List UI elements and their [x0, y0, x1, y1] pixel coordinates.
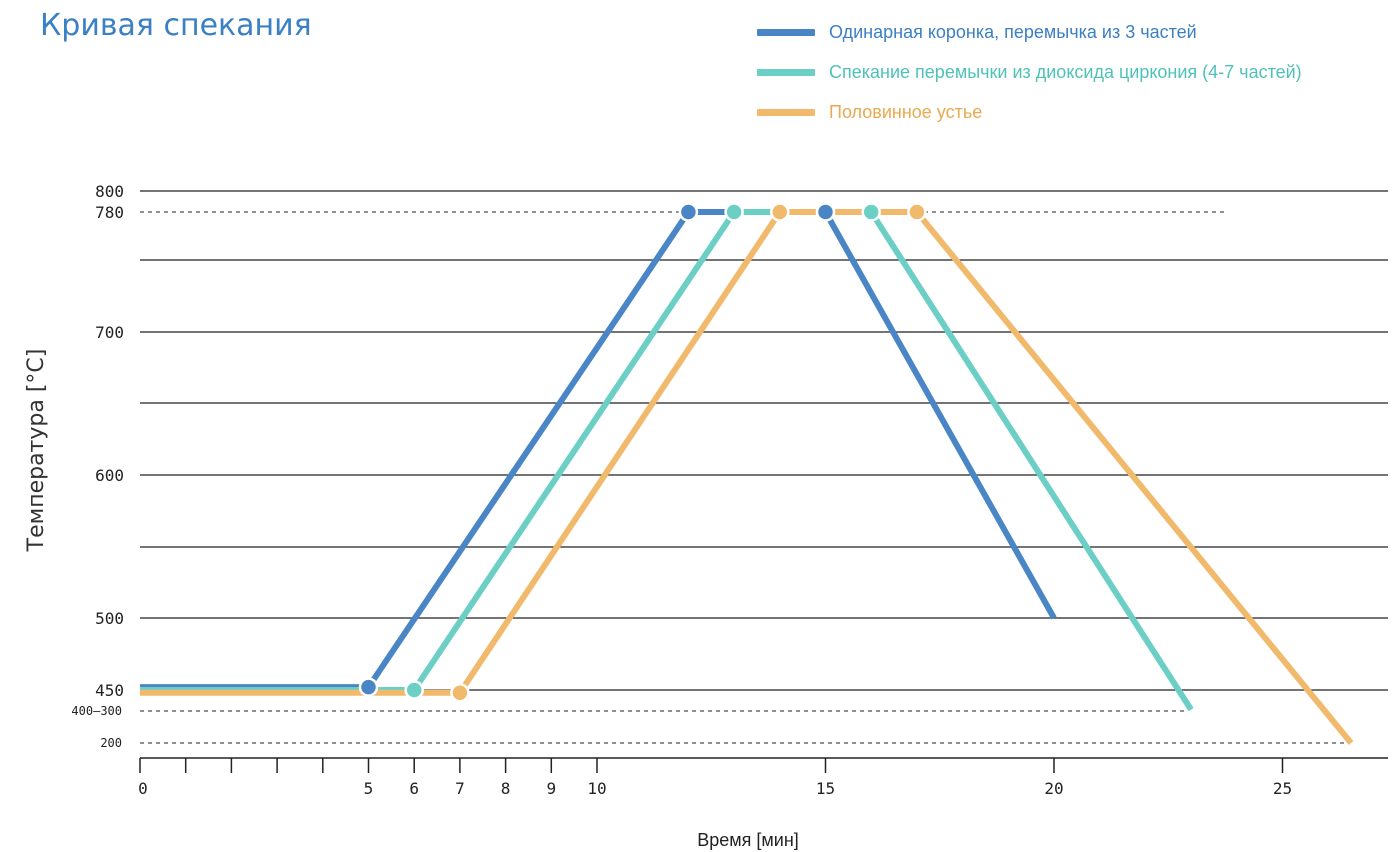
x-axis-label: Время [мин]	[697, 830, 799, 850]
series-1-marker-2	[678, 202, 699, 222]
y-tick-label-5: 600	[95, 466, 124, 485]
series-3-marker-2	[770, 202, 790, 222]
x-tick-label-10: 10	[587, 779, 606, 798]
legend-label-series-3: Половинное устье	[829, 101, 983, 122]
series-2-marker-1	[404, 680, 424, 700]
chart-series	[140, 209, 1354, 745]
legend-item-series-2: Спекание перемычки из диоксида циркония …	[757, 52, 1302, 92]
legend-item-series-3: Половинное устье	[757, 92, 1302, 132]
chart-grid	[140, 190, 1388, 744]
series-3-marker-3	[907, 202, 927, 222]
x-axis: 0 5 6 7 8 9 10 15 20 25	[138, 757, 1388, 798]
y-tick-label-7: 500	[95, 609, 124, 628]
series-line-2	[140, 209, 1194, 712]
series-2-marker-3	[861, 202, 881, 222]
y-tick-label-1: 780	[95, 203, 124, 222]
legend-item-series-1: Одинарная коронка, перемычка из 3 частей	[757, 12, 1302, 52]
x-tick-label-13: 25	[1273, 779, 1292, 798]
legend-label-series-2: Спекание перемычки из диоксида циркония …	[829, 61, 1302, 82]
y-tick-label-3: 700	[95, 323, 124, 342]
legend-label-series-1: Одинарная коронка, перемычка из 3 частей	[829, 21, 1197, 42]
legend-swatch-series-1	[757, 28, 815, 36]
chart-markers	[358, 202, 927, 703]
x-tick-label-5: 5	[364, 779, 374, 798]
series-1-marker-3	[815, 202, 836, 222]
x-tick-label-8: 8	[501, 779, 511, 798]
x-tick-label-12: 20	[1044, 779, 1063, 798]
y-tick-label-8: 450	[95, 681, 124, 700]
x-tick-label-7: 7	[455, 779, 465, 798]
series-line-3	[140, 209, 1354, 745]
y-tick-label-10: 200	[100, 736, 122, 750]
y-axis-ticks: 800 780 700 600 500 450 400–300 200	[71, 182, 124, 750]
chart-legend: Одинарная коронка, перемычка из 3 частей…	[757, 12, 1302, 132]
legend-swatch-series-2	[757, 68, 815, 76]
x-tick-label-11: 15	[816, 779, 835, 798]
x-tick-label-9: 9	[546, 779, 556, 798]
legend-swatch-series-3	[757, 108, 815, 116]
y-tick-label-0: 800	[95, 182, 124, 201]
chart-title: Кривая спекания	[40, 8, 312, 43]
series-1-marker-1	[358, 677, 379, 697]
y-axis-label: Температура [°C]	[24, 349, 49, 553]
y-tick-label-9: 400–300	[71, 704, 122, 718]
series-2-marker-2	[724, 202, 744, 222]
series-3-marker-1	[450, 683, 470, 703]
x-tick-label-6: 6	[409, 779, 419, 798]
x-tick-label-0: 0	[138, 779, 148, 798]
